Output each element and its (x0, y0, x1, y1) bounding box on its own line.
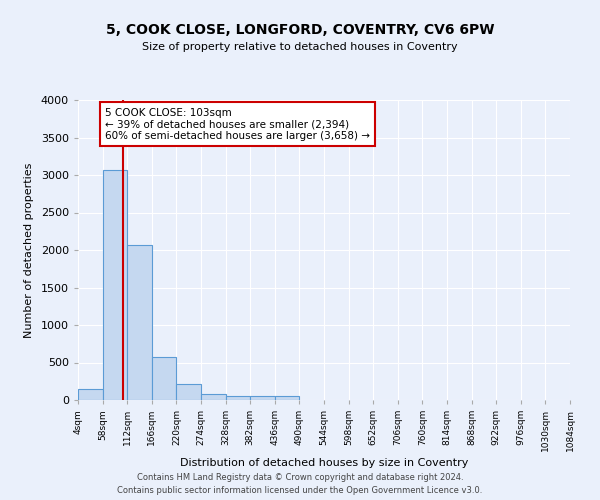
Bar (152, 357, 176, 400)
Text: Contains HM Land Registry data © Crown copyright and database right 2024.: Contains HM Land Registry data © Crown c… (137, 474, 463, 482)
Y-axis label: Number of detached properties: Number of detached properties (24, 162, 34, 338)
Text: Size of property relative to detached houses in Coventry: Size of property relative to detached ho… (142, 42, 458, 52)
X-axis label: Distribution of detached houses by size in Coventry: Distribution of detached houses by size … (180, 458, 468, 468)
Bar (250, 396, 275, 400)
Text: 5 COOK CLOSE: 103sqm
← 39% of detached houses are smaller (2,394)
60% of semi-de: 5 COOK CLOSE: 103sqm ← 39% of detached h… (105, 108, 370, 140)
Bar (78, 389, 103, 400)
Text: Contains public sector information licensed under the Open Government Licence v3: Contains public sector information licen… (118, 486, 482, 495)
Bar (176, 384, 201, 400)
Bar (103, 170, 127, 400)
Bar (275, 396, 299, 400)
Bar (127, 244, 152, 400)
Text: 5, COOK CLOSE, LONGFORD, COVENTRY, CV6 6PW: 5, COOK CLOSE, LONGFORD, COVENTRY, CV6 6… (106, 22, 494, 36)
Bar (226, 396, 250, 400)
Bar (201, 394, 226, 400)
